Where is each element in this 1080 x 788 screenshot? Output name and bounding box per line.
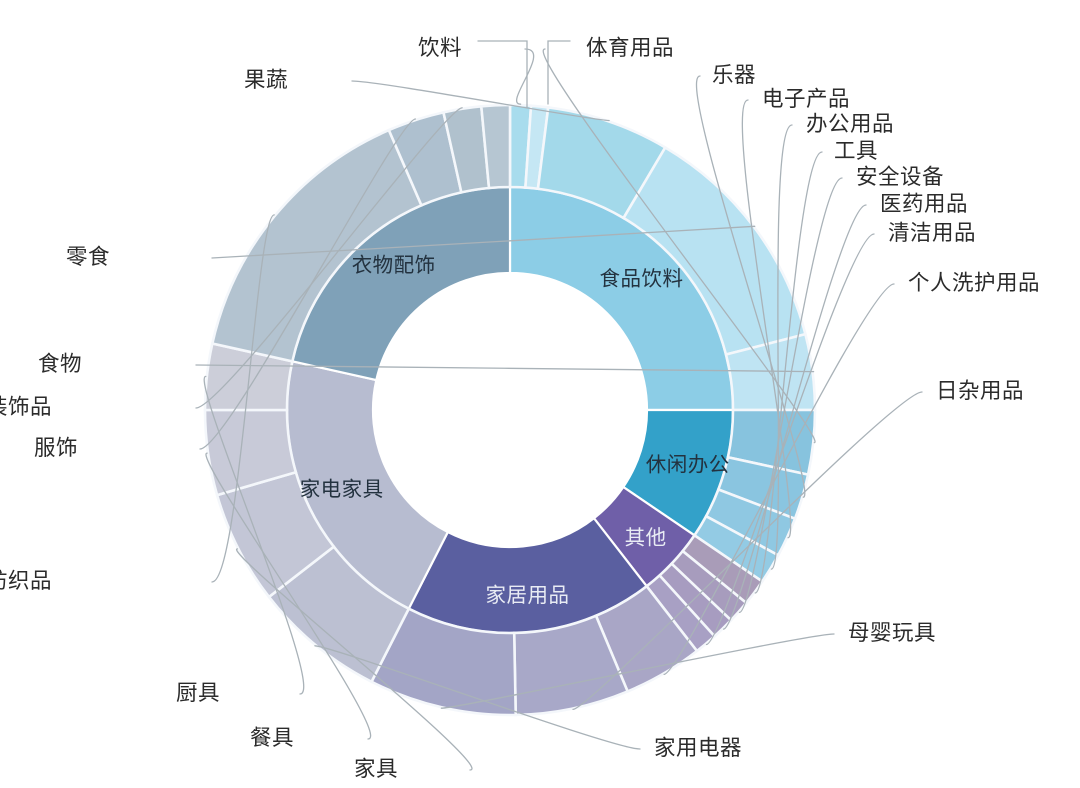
outer-ring-label: 衣物纺织品	[0, 569, 52, 593]
leader-line	[314, 645, 641, 750]
inner-ring-label: 食品饮料	[600, 268, 684, 291]
outer-ring-label: 饮料	[418, 36, 462, 60]
leader-line	[738, 177, 843, 614]
inner-ring-label: 休闲办公	[646, 454, 730, 477]
leader-line	[770, 124, 793, 570]
leader-line	[477, 40, 528, 109]
outer-ring-label: 餐具	[250, 726, 294, 750]
leader-line	[211, 225, 756, 259]
outer-ring-label: 清洁用品	[888, 221, 976, 245]
leader-lines-group	[195, 40, 923, 771]
outer-ring-label: 医药用品	[880, 192, 968, 216]
leader-line	[195, 107, 463, 409]
outer-ring-segment[interactable]	[479, 103, 512, 190]
leader-line	[195, 364, 815, 373]
outer-ring-label: 厨具	[176, 681, 220, 705]
outer-ring-label: 安全设备	[856, 165, 944, 189]
leader-line	[516, 48, 535, 105]
outer-ring-label: 体育用品	[586, 36, 674, 60]
leader-line	[705, 233, 875, 646]
outer-ring-label: 服饰	[34, 436, 78, 460]
outer-ring-label: 果蔬	[244, 68, 288, 92]
leader-line	[542, 48, 816, 444]
leader-line	[205, 452, 372, 740]
outer-ring-group	[203, 103, 817, 717]
outer-ring-label: 装饰品	[0, 395, 52, 419]
leader-line	[547, 40, 571, 105]
outer-ring-label: 零食	[66, 245, 110, 269]
inner-ring-label: 家电家具	[300, 478, 384, 501]
leader-line	[754, 151, 823, 594]
leader-line	[722, 204, 867, 630]
outer-ring-label: 母婴玩具	[848, 621, 936, 645]
leader-line	[236, 548, 473, 771]
outer-ring-label: 食物	[38, 352, 82, 376]
inner-ring-label: 家居用品	[486, 584, 570, 607]
leader-line	[211, 214, 275, 583]
inner-ring-label: 其他	[625, 526, 667, 549]
outer-ring-label: 电子产品	[762, 87, 850, 111]
inner-ring-label: 衣物配饰	[352, 254, 436, 277]
leader-line	[572, 391, 923, 711]
outer-ring-label: 工具	[834, 139, 878, 163]
leader-line	[203, 375, 305, 695]
leader-line	[695, 75, 806, 498]
outer-ring-label: 家具	[354, 757, 398, 781]
outer-ring-label: 乐器	[712, 63, 756, 87]
outer-ring-label: 个人洗护用品	[908, 271, 1040, 295]
outer-ring-label: 家用电器	[654, 736, 742, 760]
leader-line	[663, 283, 895, 676]
leader-line	[351, 80, 610, 122]
leader-line	[440, 633, 835, 709]
outer-ring-label: 日杂用品	[936, 379, 1024, 403]
leader-line	[741, 99, 792, 539]
outer-ring-label: 办公用品	[806, 112, 894, 136]
